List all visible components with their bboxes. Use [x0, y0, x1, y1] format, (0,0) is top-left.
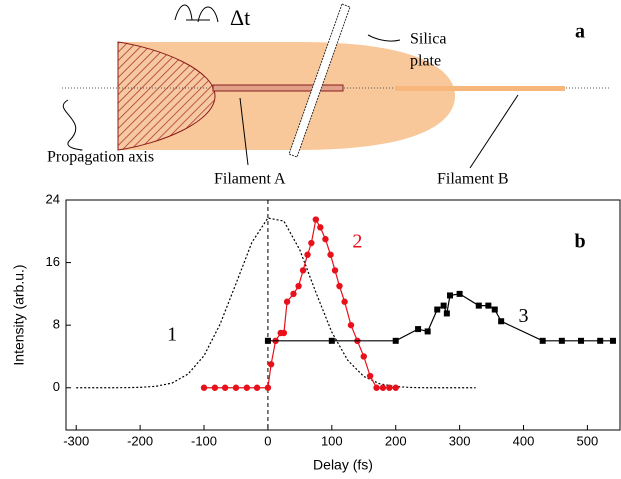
data-point	[232, 384, 240, 391]
data-point	[308, 239, 315, 247]
data-point	[456, 290, 463, 297]
panel-label: b	[574, 231, 585, 253]
x-tick-label: 0	[264, 433, 271, 448]
y-tick-label: 0	[53, 379, 60, 394]
x-tick-label: -300	[63, 433, 89, 448]
y-axis-label: Intensity (arb.u.)	[11, 264, 27, 365]
silica-plate	[288, 3, 351, 158]
data-point	[264, 384, 272, 391]
data-point	[360, 353, 367, 360]
y-tick-label: 16	[46, 254, 60, 269]
data-point	[322, 235, 329, 243]
data-point	[498, 318, 505, 325]
y-tick-label: 8	[53, 317, 60, 332]
filament-b-pointer	[469, 94, 519, 169]
beam-envelope	[118, 42, 455, 150]
filament-a-label: Filament A	[214, 171, 286, 188]
data-point	[312, 216, 320, 223]
data-point	[299, 267, 307, 274]
data-point	[447, 292, 454, 299]
data-point	[373, 384, 380, 391]
data-point	[434, 306, 441, 313]
delay-label: Δt	[230, 5, 250, 30]
data-point	[283, 298, 291, 305]
plate-pointer	[368, 34, 401, 42]
data-point	[336, 282, 343, 290]
data-point	[424, 328, 431, 335]
filament-b-label: Filament B	[437, 171, 509, 188]
data-point	[392, 337, 399, 344]
data-point	[558, 337, 565, 344]
pulse-pair	[174, 4, 219, 23]
x-axis-label: Delay (fs)	[313, 457, 373, 473]
data-point	[211, 384, 219, 391]
data-point	[386, 384, 393, 391]
data-point	[379, 384, 387, 391]
x-tick-label: 500	[577, 433, 599, 448]
data-point	[440, 302, 447, 309]
data-point	[331, 267, 339, 274]
filament-a-pointer	[239, 97, 249, 166]
data-point	[264, 337, 271, 344]
series-label: 2	[352, 231, 362, 253]
data-point	[200, 384, 208, 391]
data-point	[243, 384, 251, 391]
filament-a	[212, 84, 344, 92]
series-line	[204, 217, 396, 389]
data-point	[304, 251, 311, 258]
data-point	[609, 337, 616, 344]
data-point	[221, 384, 229, 391]
plot-frame	[65, 199, 621, 431]
plate-label: Silica	[410, 31, 446, 48]
data-point	[597, 337, 604, 344]
data-point	[578, 337, 585, 344]
chart: -300 -200 -100 0 100 200 300 400 500 0 8 16 24 Delay …	[11, 191, 621, 473]
x-tick-label: 100	[321, 433, 343, 448]
data-point	[475, 302, 482, 309]
x-tick-label: 400	[513, 433, 535, 448]
series-line	[76, 217, 476, 389]
diagram: Δt a Silica plate Propagation axis Filam…	[47, 3, 610, 188]
data-point	[491, 306, 498, 313]
data-point	[267, 361, 275, 368]
data-point	[253, 384, 261, 391]
data-point	[327, 251, 334, 258]
y-tick-label: 24	[46, 191, 60, 206]
data-point	[392, 384, 399, 391]
data-point	[328, 337, 335, 344]
data-point	[295, 282, 302, 290]
data-point	[443, 310, 450, 317]
data-point	[317, 224, 324, 231]
data-point	[366, 372, 374, 380]
data-point	[341, 298, 348, 305]
data-point	[485, 302, 492, 309]
data-point	[280, 329, 288, 337]
x-tick-label: -100	[191, 433, 217, 448]
data-point	[290, 290, 297, 298]
filament-b	[395, 86, 565, 91]
axis-label: Propagation axis	[47, 149, 154, 166]
x-tick-label: -200	[127, 433, 153, 448]
focal-region	[117, 41, 216, 151]
series-label: 3	[519, 305, 529, 327]
data-point	[415, 326, 422, 333]
plate-label: plate	[410, 53, 441, 70]
x-tick-label: 300	[449, 433, 471, 448]
axis-pointer	[62, 99, 83, 151]
panel-label: a	[575, 21, 585, 43]
x-tick-label: 200	[385, 433, 407, 448]
data-point	[347, 321, 355, 329]
data-point	[539, 337, 546, 344]
series-line	[267, 293, 613, 342]
series-label: 1	[167, 324, 177, 346]
